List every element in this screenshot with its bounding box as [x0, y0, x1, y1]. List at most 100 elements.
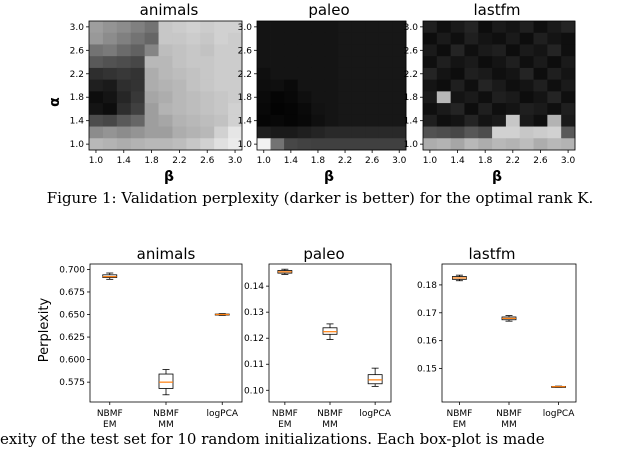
heatmap-cell: [214, 67, 229, 81]
heatmap-cell: [158, 103, 173, 116]
heatmap-cell: [311, 126, 326, 139]
heatmap-cell: [519, 67, 534, 81]
heatmap-cell: [561, 67, 576, 81]
heatmap-cell: [450, 103, 465, 116]
heatmap-cell: [436, 44, 452, 57]
heatmap-cell: [464, 126, 479, 139]
heatmap-ytick-label: 3.0: [404, 23, 419, 33]
heatmap-ytick-label: 2.6: [70, 46, 85, 56]
heatmap-cell: [172, 126, 187, 139]
heatmap-cell: [561, 56, 576, 69]
heatmap-cell: [561, 32, 576, 45]
heatmap-ytick-label: 3.0: [238, 23, 253, 33]
heatmap-cell: [284, 91, 299, 104]
heatmap-cell: [392, 138, 407, 151]
heatmap-cell: [392, 32, 407, 45]
heatmap-cell: [200, 91, 215, 104]
heatmap-ytick-label: 2.2: [238, 70, 252, 80]
heatmap-cell: [228, 138, 243, 151]
heatmap-cell: [284, 138, 299, 151]
heatmap-cell: [130, 138, 146, 151]
heatmap-cell: [172, 21, 187, 34]
heatmap-cell: [478, 138, 493, 151]
heatmap-cell: [311, 103, 326, 116]
boxplot-ytick-label: 0.11: [244, 360, 264, 370]
heatmap-cell: [270, 79, 285, 92]
heatmap-cell: [116, 103, 132, 116]
heatmap-cell: [158, 138, 173, 151]
heatmap-xlabel-beta-animals: β: [164, 169, 174, 185]
heatmap-cell: [130, 32, 146, 45]
heatmap-cell: [270, 91, 285, 104]
boxplot-paleo: paleo 0.100.110.120.130.14NBMFEMNBMFMMlo…: [244, 245, 392, 430]
heatmap-cell: [464, 103, 479, 116]
heatmap-cell: [89, 32, 104, 45]
heatmap-cell: [378, 44, 393, 57]
heatmap-cell: [533, 67, 548, 81]
heatmap-cell: [450, 126, 465, 139]
heatmap-xtick-label: 1.8: [144, 156, 159, 166]
heatmap-cell: [338, 138, 353, 151]
heatmap-cell: [505, 126, 521, 139]
heatmap-cell: [338, 32, 353, 45]
heatmap-xtick-label: 3.0: [392, 156, 407, 166]
boxplot-lastfm: lastfm 0.150.160.170.18NBMFEMNBMFMMlogPC…: [417, 245, 577, 430]
heatmap-cell: [392, 67, 407, 81]
heatmap-cell: [324, 79, 339, 92]
heatmap-cell: [158, 126, 173, 139]
heatmap-cell: [200, 79, 215, 92]
heatmap-cell: [478, 67, 493, 81]
heatmap-cell: [392, 44, 407, 57]
boxplot-xtick-label: MM: [322, 420, 338, 430]
heatmap-cell: [450, 44, 465, 57]
heatmap-ytick-label: 1.8: [70, 93, 85, 103]
heatmap-xtick-label: 2.6: [200, 156, 215, 166]
heatmap-cell: [492, 79, 507, 92]
heatmap-cell: [172, 56, 187, 69]
boxplot-xtick-label: NBMF: [496, 409, 522, 419]
heatmap-xtick-label: 1.8: [311, 156, 326, 166]
heatmap-cell: [533, 32, 548, 45]
heatmap-cell: [200, 32, 215, 45]
heatmap-ytick-label: 3.0: [70, 23, 85, 33]
heatmap-cell: [144, 56, 159, 69]
heatmap-cell: [200, 126, 215, 139]
heatmap-cell: [519, 126, 534, 139]
heatmap-cell: [158, 21, 173, 34]
heatmap-cell: [478, 126, 493, 139]
heatmap-cell: [130, 114, 146, 127]
heatmap-cell: [158, 32, 173, 45]
heatmap-cell: [311, 79, 326, 92]
heatmap-title-lastfm: lastfm: [474, 1, 521, 19]
boxplot-xtick-label: logPCA: [359, 409, 391, 419]
heatmap-cell: [436, 138, 452, 151]
heatmap-cell: [450, 138, 465, 151]
heatmap-cell: [492, 21, 507, 34]
boxplot-ytick-label: 0.15: [417, 365, 437, 375]
heatmap-cell: [228, 91, 243, 104]
heatmap-cell: [365, 32, 380, 45]
heatmap-cell: [228, 56, 243, 69]
heatmap-frame: [88, 20, 243, 151]
heatmap-cell: [423, 103, 438, 116]
heatmap-frame: [256, 20, 407, 151]
heatmap-cell: [257, 114, 271, 127]
heatmap-cell: [519, 79, 534, 92]
heatmap-cell: [519, 44, 534, 57]
heatmap-cell: [270, 103, 285, 116]
heatmap-cell: [519, 114, 534, 127]
heatmap-cell: [351, 67, 366, 81]
heatmap-cell: [338, 44, 353, 57]
heatmap-cell: [392, 79, 407, 92]
heatmap-cell: [172, 103, 187, 116]
boxplot-xtick-label: NBMF: [153, 409, 179, 419]
heatmap-cell: [547, 126, 562, 139]
heatmap-cell: [172, 91, 187, 104]
heatmap-cell: [172, 44, 187, 57]
boxplot-ytick-label: 0.13: [244, 308, 264, 318]
heatmap-cell: [505, 79, 521, 92]
heatmap-cell: [116, 21, 132, 34]
heatmap-cell: [228, 114, 243, 127]
heatmap-ytick-label: 1.0: [70, 140, 85, 150]
